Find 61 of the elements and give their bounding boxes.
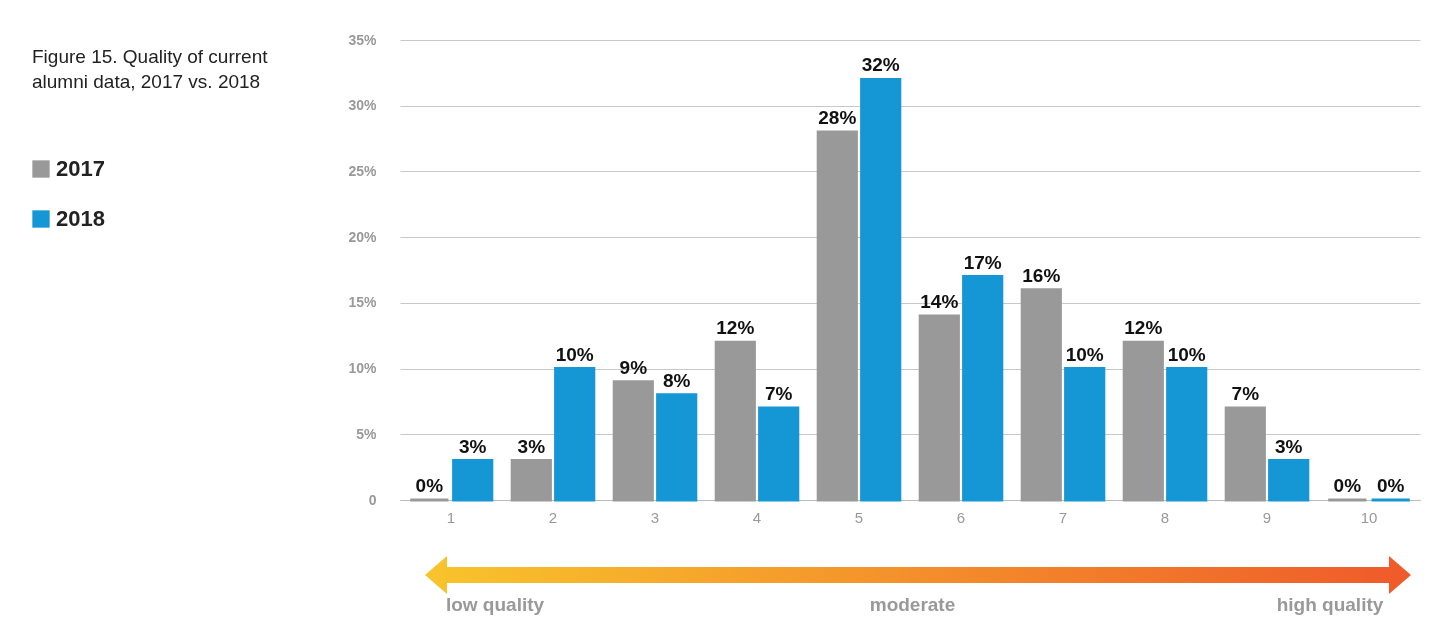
bar bbox=[1064, 367, 1106, 502]
data-label: 10% bbox=[1167, 343, 1206, 365]
bar bbox=[714, 340, 756, 502]
x-tick-label: 2 bbox=[548, 508, 558, 526]
y-tick-label: 0 bbox=[368, 491, 377, 508]
y-tick-label: 5% bbox=[356, 425, 378, 442]
data-label: 0% bbox=[415, 475, 444, 496]
data-label: 3% bbox=[458, 435, 487, 457]
text: low quality bbox=[445, 594, 545, 616]
data-label: 10% bbox=[555, 343, 594, 365]
x-tick-label: 6 bbox=[956, 508, 966, 526]
x-tick-label: 7 bbox=[1058, 508, 1068, 526]
data-label: 9% bbox=[619, 356, 648, 378]
data-label: 28% bbox=[818, 107, 857, 128]
bar bbox=[612, 380, 654, 502]
text: high quality bbox=[1276, 594, 1384, 616]
data-label: 7% bbox=[764, 383, 793, 404]
bar bbox=[1122, 340, 1164, 502]
x-tick-label: 10 bbox=[1360, 508, 1378, 526]
legend-label: 2018 bbox=[56, 206, 105, 231]
data-label: 8% bbox=[662, 369, 691, 391]
bar bbox=[918, 314, 960, 502]
data-label: 3% bbox=[517, 435, 546, 457]
bar bbox=[1224, 406, 1266, 502]
x-tick-label: 3 bbox=[650, 508, 660, 526]
data-label: 7% bbox=[1231, 383, 1260, 404]
bar bbox=[656, 393, 698, 502]
bar bbox=[1020, 288, 1062, 502]
data-label: 32% bbox=[861, 54, 900, 76]
data-label: 10% bbox=[1065, 343, 1104, 365]
x-tick-label: 4 bbox=[752, 508, 762, 526]
data-label: 12% bbox=[716, 317, 755, 339]
bar bbox=[860, 77, 902, 502]
data-label: 0% bbox=[1333, 475, 1362, 496]
text: moderate bbox=[869, 594, 956, 616]
legend-label: 2017 bbox=[56, 156, 105, 181]
y-tick-label: 15% bbox=[348, 294, 378, 311]
data-label: 12% bbox=[1124, 317, 1163, 339]
y-tick-label: 10% bbox=[348, 360, 378, 377]
y-tick-label: 35% bbox=[348, 31, 378, 48]
bar bbox=[510, 459, 552, 502]
data-label: 3% bbox=[1274, 435, 1303, 457]
text: Figure 15. Quality of current alumni data, 2017 vs. 2018 bbox=[32, 45, 269, 94]
x-tick-label: 8 bbox=[1160, 508, 1170, 526]
bar bbox=[452, 459, 494, 502]
bar bbox=[1166, 367, 1208, 502]
x-tick-label: 1 bbox=[446, 508, 456, 526]
y-tick-label: 25% bbox=[348, 162, 378, 179]
data-label: 0% bbox=[1376, 475, 1405, 496]
data-label: 16% bbox=[1022, 264, 1061, 286]
bar bbox=[554, 367, 596, 502]
y-tick-label: 30% bbox=[348, 97, 378, 114]
bar bbox=[1268, 459, 1310, 502]
x-tick-label: 9 bbox=[1262, 508, 1272, 526]
bar bbox=[758, 406, 800, 502]
data-label: 17% bbox=[963, 251, 1002, 273]
bar bbox=[962, 275, 1004, 502]
x-tick-label: 5 bbox=[854, 508, 864, 526]
y-tick-label: 20% bbox=[348, 228, 378, 245]
bar bbox=[816, 130, 858, 502]
data-label: 14% bbox=[920, 291, 959, 312]
